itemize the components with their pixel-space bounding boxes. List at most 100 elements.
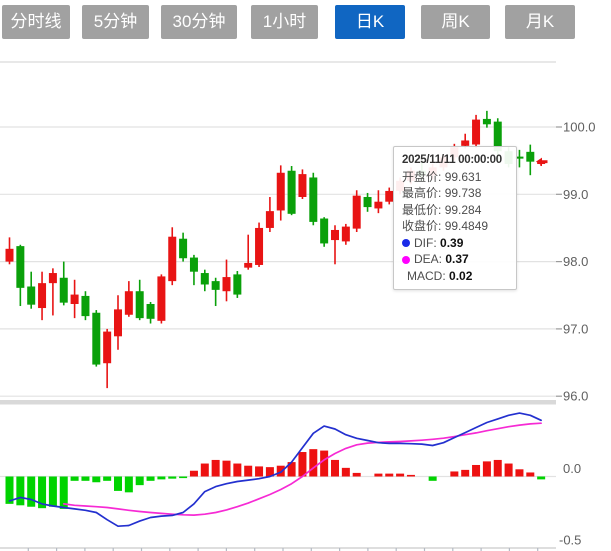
candle-body xyxy=(482,118,491,125)
macd-bar xyxy=(124,476,133,493)
candle-body xyxy=(276,172,285,211)
candle-body xyxy=(385,190,394,202)
tooltip-close-row: 收盘价: 99.4849 xyxy=(402,219,489,233)
macd-bar xyxy=(114,476,122,491)
macd-bar xyxy=(493,459,502,477)
tab-weekly-k[interactable]: 周K xyxy=(421,5,490,39)
candle-body xyxy=(168,236,177,282)
tab-timeshare-line[interactable]: 分时线 xyxy=(2,5,70,39)
macd-axis-label: 0.0 xyxy=(563,461,581,476)
macd-bar xyxy=(461,469,470,477)
price-axis-label: 99.0 xyxy=(563,187,588,202)
dif-dot-icon xyxy=(402,239,410,247)
candle-body xyxy=(352,195,361,229)
candle-body xyxy=(5,248,14,262)
macd-bar xyxy=(526,472,535,477)
candle-body xyxy=(461,140,470,146)
candle-body xyxy=(48,273,57,284)
macd-bar xyxy=(16,476,25,506)
candle-body xyxy=(493,121,502,152)
candle-body xyxy=(189,257,198,272)
macd-bar xyxy=(222,460,231,477)
candle-body xyxy=(16,246,25,288)
candle-tooltip: 2025/11/11 00:00:00 开盘价: 99.631 最高价: 99.… xyxy=(393,146,517,290)
candle-body xyxy=(222,277,231,292)
macd-bar xyxy=(428,476,437,481)
macd-bar xyxy=(211,459,220,477)
dif-line xyxy=(8,412,542,528)
macd-bar xyxy=(255,466,264,477)
last-price-marker xyxy=(536,157,548,166)
panel-divider xyxy=(0,400,556,405)
price-axis-label: 96.0 xyxy=(563,389,588,404)
candle-body xyxy=(59,277,68,303)
candle-body xyxy=(331,229,339,241)
candle-body xyxy=(298,174,307,197)
macd-bar xyxy=(298,452,307,477)
candle-body xyxy=(135,291,144,319)
macd-bar xyxy=(331,459,339,477)
candle-body xyxy=(200,273,209,285)
last-price-arrow-icon xyxy=(536,157,548,166)
macd-bar xyxy=(189,470,198,477)
tooltip-dea-row: DEA: 0.37 xyxy=(402,251,508,268)
macd-bar xyxy=(385,473,394,477)
macd-lines-layer xyxy=(8,412,542,528)
macd-bar xyxy=(168,476,177,479)
macd-bar xyxy=(515,469,524,477)
candle-body xyxy=(374,201,383,209)
macd-bar xyxy=(309,449,318,477)
macd-bar xyxy=(48,476,57,507)
macd-bar xyxy=(396,473,405,477)
tooltip-macd-row: MACD: 0.02 xyxy=(407,268,473,283)
price-axis-label: 100.0 xyxy=(563,120,596,135)
candle-body xyxy=(244,262,253,268)
macd-bar xyxy=(244,465,253,477)
candle-body xyxy=(363,196,372,208)
macd-bar xyxy=(320,450,329,477)
period-toolbar: 分时线 5分钟 30分钟 1小时 日K 周K 月K xyxy=(2,5,575,39)
candle-body xyxy=(124,291,133,315)
candle-body xyxy=(114,309,122,337)
macd-bar xyxy=(81,476,90,481)
macd-bar xyxy=(537,476,546,480)
tab-1hour[interactable]: 1小时 xyxy=(251,5,318,39)
macd-bar xyxy=(135,476,144,486)
macd-bar xyxy=(70,476,79,481)
candle-body xyxy=(103,331,112,364)
candle-body xyxy=(287,170,296,214)
macd-bar xyxy=(504,463,513,477)
macd-bar xyxy=(482,461,491,477)
tab-monthly-k[interactable]: 月K xyxy=(505,5,575,39)
candle-body xyxy=(233,274,242,295)
tab-30min[interactable]: 30分钟 xyxy=(161,5,237,39)
macd-bar xyxy=(179,476,188,479)
tooltip-high-row: 最高价: 99.738 xyxy=(402,186,482,200)
dea-dot-icon xyxy=(402,255,410,264)
tab-5min[interactable]: 5分钟 xyxy=(82,5,149,39)
macd-bar xyxy=(5,476,14,504)
candle-body xyxy=(70,294,79,304)
macd-bar xyxy=(146,476,155,481)
candle-body xyxy=(179,238,188,259)
candle-body xyxy=(515,156,524,159)
candle-body xyxy=(320,218,329,244)
macd-bar xyxy=(92,476,101,483)
macd-bar xyxy=(341,467,350,477)
tab-daily-k[interactable]: 日K xyxy=(335,5,405,39)
macd-bar xyxy=(27,476,36,507)
macd-bar xyxy=(59,476,68,509)
tooltip-date: 2025/11/11 00:00:00 xyxy=(402,154,502,166)
macd-bar xyxy=(374,473,383,477)
candles-layer xyxy=(5,110,546,389)
tooltip-dif-row: DIF: 0.39 xyxy=(402,235,508,252)
tooltip-open-row: 开盘价: 99.631 xyxy=(402,169,482,184)
macd-bar xyxy=(450,471,459,477)
candle-body xyxy=(265,211,274,228)
macd-bar xyxy=(157,476,166,480)
macd-bar xyxy=(265,467,274,477)
macd-bar xyxy=(352,472,361,477)
candle-body xyxy=(157,276,166,321)
